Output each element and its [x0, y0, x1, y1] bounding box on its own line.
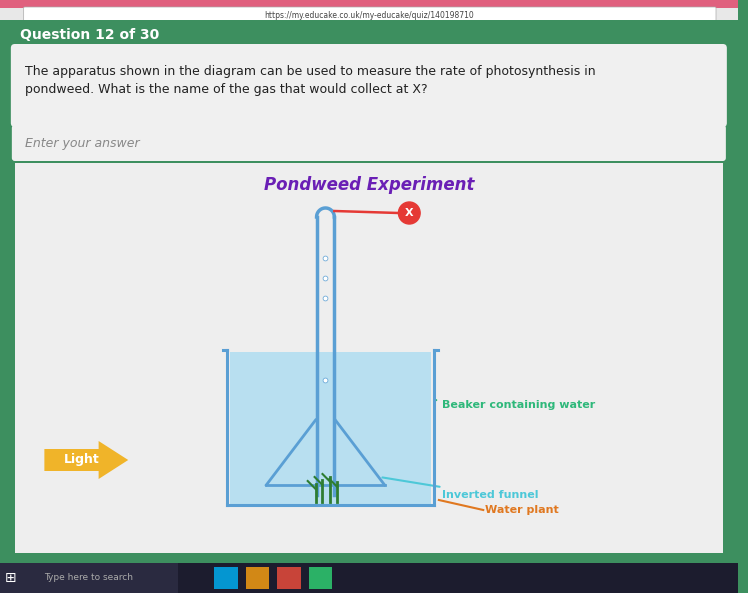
FancyBboxPatch shape	[0, 563, 177, 593]
Text: Inverted funnel: Inverted funnel	[382, 477, 539, 500]
Text: Type here to search: Type here to search	[44, 573, 133, 582]
Text: Water plant: Water plant	[485, 505, 559, 515]
FancyBboxPatch shape	[214, 567, 238, 589]
FancyBboxPatch shape	[15, 163, 723, 553]
FancyBboxPatch shape	[277, 567, 301, 589]
FancyBboxPatch shape	[0, 0, 738, 8]
FancyBboxPatch shape	[11, 44, 727, 127]
FancyBboxPatch shape	[0, 0, 738, 20]
Circle shape	[399, 202, 420, 224]
FancyBboxPatch shape	[0, 20, 738, 563]
Text: Pondweed Experiment: Pondweed Experiment	[263, 176, 474, 194]
Text: pondweed. What is the name of the gas that would collect at X?: pondweed. What is the name of the gas th…	[25, 84, 427, 97]
Text: https://my.educake.co.uk/my-educake/quiz/140198710: https://my.educake.co.uk/my-educake/quiz…	[264, 11, 473, 20]
Text: ⊞: ⊞	[5, 571, 16, 585]
FancyBboxPatch shape	[309, 567, 332, 589]
Text: Question 12 of 30: Question 12 of 30	[19, 28, 159, 42]
Text: X: X	[405, 208, 414, 218]
Text: Beaker containing water: Beaker containing water	[434, 400, 595, 410]
Polygon shape	[44, 441, 128, 479]
FancyBboxPatch shape	[24, 7, 716, 23]
Text: The apparatus shown in the diagram can be used to measure the rate of photosynth: The apparatus shown in the diagram can b…	[25, 65, 595, 78]
FancyBboxPatch shape	[230, 352, 431, 504]
Text: Enter your answer: Enter your answer	[25, 136, 139, 149]
FancyBboxPatch shape	[12, 125, 726, 161]
FancyBboxPatch shape	[0, 563, 738, 593]
FancyBboxPatch shape	[245, 567, 269, 589]
Text: Light: Light	[64, 454, 99, 467]
